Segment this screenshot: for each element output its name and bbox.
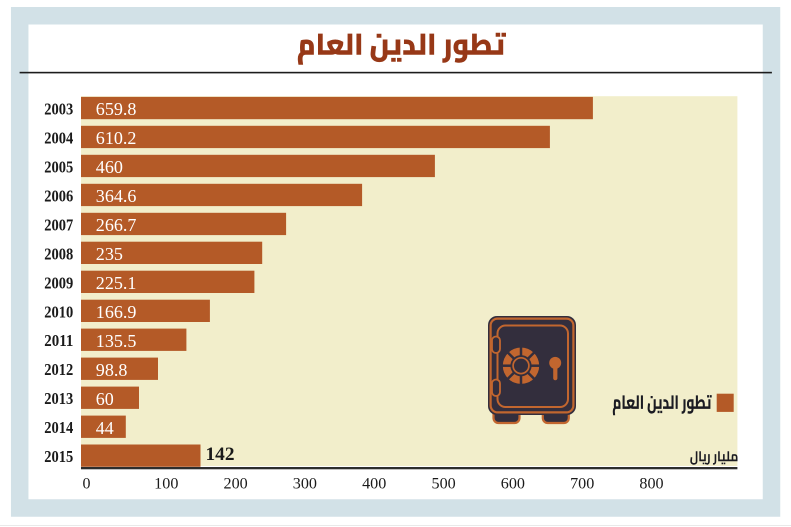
svg-text:166.9: 166.9 (96, 302, 137, 322)
svg-text:600: 600 (501, 475, 525, 492)
svg-text:364.6: 364.6 (96, 186, 137, 206)
svg-text:100: 100 (154, 475, 178, 492)
svg-text:2008: 2008 (44, 244, 73, 263)
svg-text:235: 235 (96, 244, 123, 264)
svg-text:500: 500 (432, 475, 456, 492)
svg-text:659.8: 659.8 (96, 99, 137, 119)
svg-text:300: 300 (293, 475, 317, 492)
svg-text:98.8: 98.8 (96, 360, 128, 380)
svg-text:142: 142 (206, 444, 235, 465)
svg-text:610.2: 610.2 (96, 128, 137, 148)
svg-text:400: 400 (362, 475, 386, 492)
svg-text:2006: 2006 (44, 186, 73, 205)
svg-text:2014: 2014 (44, 418, 73, 437)
svg-text:60: 60 (96, 389, 114, 409)
svg-text:0: 0 (83, 475, 91, 492)
svg-text:44: 44 (96, 418, 114, 438)
svg-text:2003: 2003 (44, 100, 73, 119)
svg-text:135.5: 135.5 (96, 331, 137, 351)
svg-text:2010: 2010 (44, 302, 73, 321)
svg-text:2007: 2007 (44, 215, 73, 234)
svg-text:2004: 2004 (44, 128, 73, 147)
svg-text:266.7: 266.7 (96, 215, 137, 235)
svg-text:2005: 2005 (44, 157, 73, 176)
svg-text:2009: 2009 (44, 273, 73, 292)
svg-text:2012: 2012 (44, 360, 73, 379)
svg-text:700: 700 (570, 475, 594, 492)
svg-text:200: 200 (224, 475, 248, 492)
svg-text:2013: 2013 (44, 389, 73, 408)
svg-text:2015: 2015 (44, 447, 73, 466)
svg-text:2011: 2011 (44, 331, 73, 350)
svg-text:460: 460 (96, 157, 123, 177)
svg-text:800: 800 (639, 475, 663, 492)
svg-text:225.1: 225.1 (96, 273, 137, 293)
